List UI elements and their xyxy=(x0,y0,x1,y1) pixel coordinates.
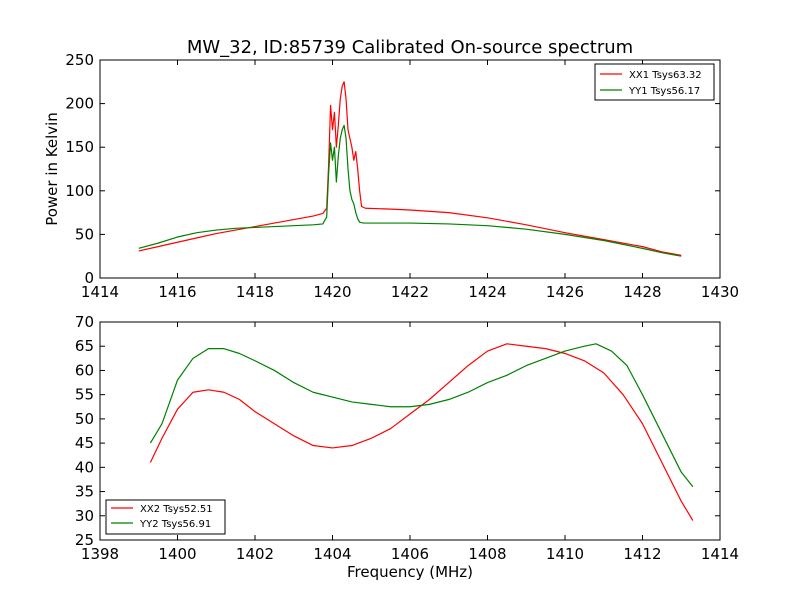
top-chart-title: MW_32, ID:85739 Calibrated On-source spe… xyxy=(187,37,633,58)
bottom-x-tick-label: 1412 xyxy=(623,545,661,563)
top-x-tick-label: 1426 xyxy=(546,283,584,301)
bottom-legend-box xyxy=(105,499,226,535)
bottom-y-tick-label: 40 xyxy=(75,458,94,476)
top-x-tick-label: 1420 xyxy=(313,283,351,301)
top-x-tick-label: 1424 xyxy=(468,283,506,301)
top-y-tick-label: 150 xyxy=(65,138,94,156)
bottom-y-tick-label: 60 xyxy=(75,361,94,379)
bottom-x-tick-label: 1414 xyxy=(701,545,739,563)
top-x-tick-label: 1416 xyxy=(158,283,196,301)
bottom-y-tick-label: 45 xyxy=(75,434,94,452)
top-x-tick-label: 1414 xyxy=(81,283,119,301)
bottom-y-tick-label: 55 xyxy=(75,386,94,404)
bottom-y-tick-label: 65 xyxy=(75,337,94,355)
bottom-series-line-2 xyxy=(149,343,694,488)
bottom-series-group xyxy=(149,343,694,521)
bottom-x-tick-label: 1398 xyxy=(81,545,119,563)
top-y-tick-label: 100 xyxy=(65,182,94,200)
bottom-axis-ticks: 1398 1400 1402 1404 1406 1408 1410 1412 1414 25 30… xyxy=(75,313,739,563)
top-x-tick-label: 1428 xyxy=(623,283,661,301)
top-x-tick-label: 1430 xyxy=(701,283,739,301)
top-series-group xyxy=(138,81,682,257)
top-plot-frame xyxy=(99,59,721,279)
top-y-tick-label: 200 xyxy=(65,95,94,113)
top-x-tick-label: 1422 xyxy=(391,283,429,301)
top-y-tick-label: 250 xyxy=(65,51,94,69)
bottom-x-axis-label: Frequency (MHz) xyxy=(347,563,473,581)
bottom-legend-label-yy2: YY2 Tsys56.91 xyxy=(139,519,211,530)
bottom-y-tick-label: 25 xyxy=(75,531,94,549)
bottom-legend: XX2 Tsys52.51 YY2 Tsys56.91 xyxy=(105,499,226,535)
bottom-series-line-1 xyxy=(149,343,694,521)
top-legend-label-xx1: XX1 Tsys63.32 xyxy=(629,70,702,81)
bottom-x-tick-label: 1408 xyxy=(468,545,506,563)
bottom-x-tick-label: 1404 xyxy=(313,545,351,563)
top-y-axis-label: Power in Kelvin xyxy=(43,112,61,226)
top-series-line-2 xyxy=(138,124,682,257)
bottom-plot-frame xyxy=(99,321,721,541)
bottom-x-tick-label: 1410 xyxy=(546,545,584,563)
top-chart-panel: MW_32, ID:85739 Calibrated On-source spe… xyxy=(43,37,739,301)
bottom-y-tick-label: 50 xyxy=(75,410,94,428)
bottom-y-tick-label: 35 xyxy=(75,483,94,501)
bottom-x-tick-label: 1406 xyxy=(391,545,429,563)
bottom-x-tick-label: 1400 xyxy=(158,545,196,563)
top-legend: XX1 Tsys63.32 YY1 Tsys56.17 xyxy=(594,63,715,101)
top-y-tick-label: 50 xyxy=(75,225,94,243)
top-legend-box xyxy=(594,63,715,101)
top-axis-ticks: 1414 1416 1418 1420 1422 1424 1426 1428 1430 0 50 1… xyxy=(65,51,739,301)
bottom-y-tick-label: 30 xyxy=(75,507,94,525)
top-y-tick-label: 0 xyxy=(84,269,94,287)
top-legend-label-yy1: YY1 Tsys56.17 xyxy=(628,86,700,97)
bottom-y-tick-label: 70 xyxy=(75,313,94,331)
bottom-legend-label-xx2: XX2 Tsys52.51 xyxy=(140,504,213,515)
bottom-chart-panel: 1398 1400 1402 1404 1406 1408 1410 1412 1414 25 30… xyxy=(75,313,739,581)
top-series-line-1 xyxy=(138,81,682,256)
bottom-x-tick-label: 1402 xyxy=(236,545,274,563)
top-x-tick-label: 1418 xyxy=(236,283,274,301)
